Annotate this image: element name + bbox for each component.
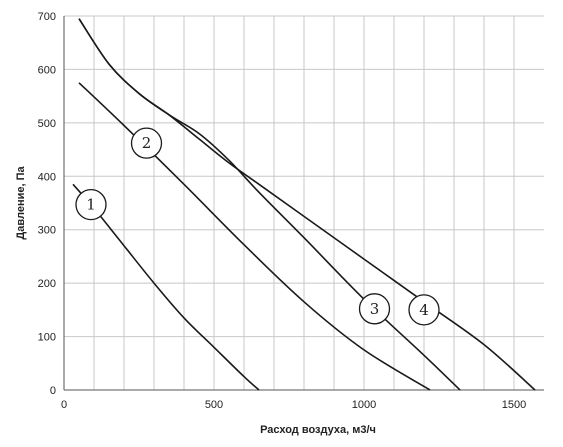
- x-tick-label: 0: [61, 399, 67, 411]
- series-line-2: [78, 82, 431, 391]
- series-label-1: 1: [86, 196, 96, 214]
- axes: [63, 16, 544, 391]
- grid: [64, 15, 544, 390]
- series-label-circle-4: [408, 294, 440, 326]
- series-label-circle-2: [130, 127, 163, 159]
- y-tick-label: 200: [38, 278, 56, 290]
- y-axis-title: Давление, Па: [15, 166, 27, 240]
- series-labels: 1 2 3 4: [75, 127, 440, 326]
- x-tick-label: 1000: [352, 399, 376, 411]
- series-label-circle-3: [358, 293, 391, 325]
- series-label-3: 3: [370, 300, 380, 318]
- y-tick-label: 700: [38, 11, 56, 23]
- series-label-4: 4: [419, 301, 429, 319]
- y-tick-label: 400: [38, 171, 56, 183]
- y-tick-label: 600: [38, 64, 56, 76]
- series-label-2: 2: [142, 134, 152, 152]
- y-tick-label: 0: [50, 385, 56, 397]
- x-axis-title: Расход воздуха, м3/ч: [260, 424, 376, 436]
- x-tick-label: 500: [205, 399, 223, 411]
- x-tick-label: 1500: [502, 399, 526, 411]
- y-tick-label: 300: [38, 225, 56, 237]
- y-tick-label: 500: [38, 118, 56, 130]
- tick-labels: 0 500 1000 1500 0 100 200 300 400 500 600 700: [38, 11, 527, 411]
- series-label-circle-1: [75, 188, 107, 221]
- y-tick-label: 100: [38, 332, 56, 344]
